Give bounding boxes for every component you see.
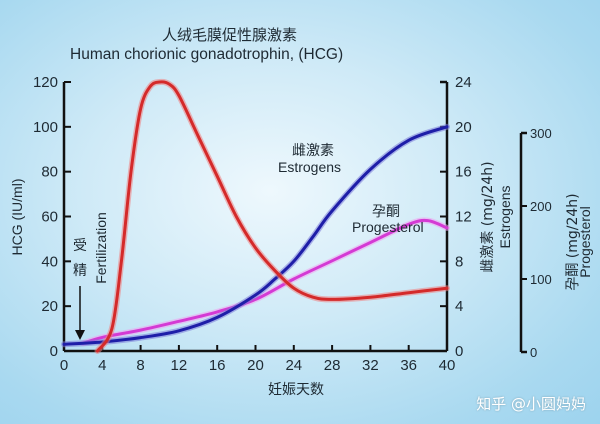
y-axis-right-progesterol-label-en: Progesterol — [577, 206, 593, 278]
y-right-estrogens-tick-label: 16 — [455, 164, 472, 181]
y-right-progesterol-tick-label: 0 — [530, 345, 537, 360]
y-axis-right-progesterol — [519, 131, 527, 354]
x-tick-label: 28 — [324, 357, 341, 374]
x-tick-label: 16 — [209, 357, 226, 374]
y-axis-right-progesterol-ticks: 0 100 200 300 — [521, 126, 552, 360]
y-right-estrogens-tick-label: 24 — [455, 74, 472, 91]
estrogens-label-cn: 雌激素 — [292, 142, 334, 159]
fertilization-arrow-icon — [75, 286, 85, 340]
y-left-tick-label: 60 — [41, 209, 58, 226]
x-tick-label: 12 — [171, 357, 188, 374]
y-axis-left-ticks: 0 20 40 60 80 100 120 — [33, 74, 71, 360]
x-axis-label: 妊娠天数 — [268, 382, 324, 398]
data-series — [61, 78, 450, 354]
y-left-tick-label: 80 — [41, 164, 58, 181]
series-hcg-line — [96, 80, 449, 353]
y-axis-right-progesterol-label-cn: 孕酮 (mg/24h) — [565, 193, 581, 290]
x-tick-label: 24 — [285, 357, 302, 374]
series-estrogens-line — [62, 125, 449, 346]
y-right-progesterol-tick-label: 200 — [530, 199, 552, 214]
x-tick-label: 40 — [439, 357, 456, 374]
chart-title-cn: 人绒毛膜促性腺激素 — [162, 26, 297, 44]
progesterol-label-en: Progesterol — [352, 219, 424, 235]
y-right-estrogens-tick-label: 8 — [455, 253, 463, 270]
y-right-estrogens-tick-label: 4 — [455, 298, 463, 315]
x-tick-label: 0 — [60, 357, 68, 374]
x-tick-label: 32 — [362, 357, 379, 374]
y-right-estrogens-tick-label: 12 — [455, 209, 472, 226]
y-right-estrogens-tick-label: 20 — [455, 119, 472, 136]
y-right-estrogens-tick-label: 0 — [455, 343, 463, 360]
y-axis-right-estrogens-label-en: Estrogens — [497, 185, 513, 248]
chart-title-en: Human chorionic gonadotrophin, (HCG) — [70, 46, 343, 63]
fertilization-label-en: Fertilization — [93, 212, 109, 284]
estrogens-label-en: Estrogens — [278, 159, 341, 175]
y-left-tick-label: 20 — [41, 298, 58, 315]
y-axis-right-estrogens-label-cn: 雌激素 (mg/24h) — [479, 161, 496, 272]
x-tick-label: 36 — [400, 357, 417, 374]
x-axis-ticks: 0 4 8 12 16 20 24 28 32 36 40 — [60, 345, 456, 374]
y-axis-left-label: HCG (IU/ml) — [9, 179, 25, 256]
fertilization-label-cn-2: 精 — [73, 263, 87, 279]
y-left-tick-label: 40 — [41, 253, 58, 270]
watermark: 知乎 @小圆妈妈 — [476, 395, 586, 413]
y-left-tick-label: 100 — [33, 119, 58, 136]
y-right-progesterol-tick-label: 300 — [530, 126, 552, 141]
series-progesterol-line — [81, 218, 449, 345]
fertilization-label-cn-1: 受 — [73, 238, 87, 254]
y-left-tick-label: 0 — [50, 343, 58, 360]
y-axis-right-estrogens-ticks: 0 4 8 12 16 20 24 — [440, 74, 472, 360]
x-tick-label: 8 — [136, 357, 144, 374]
x-tick-label: 20 — [247, 357, 264, 374]
y-left-tick-label: 120 — [33, 74, 58, 91]
progesterol-label-cn: 孕酮 — [372, 204, 400, 220]
x-tick-label: 4 — [98, 357, 106, 374]
y-right-progesterol-tick-label: 100 — [530, 272, 552, 287]
